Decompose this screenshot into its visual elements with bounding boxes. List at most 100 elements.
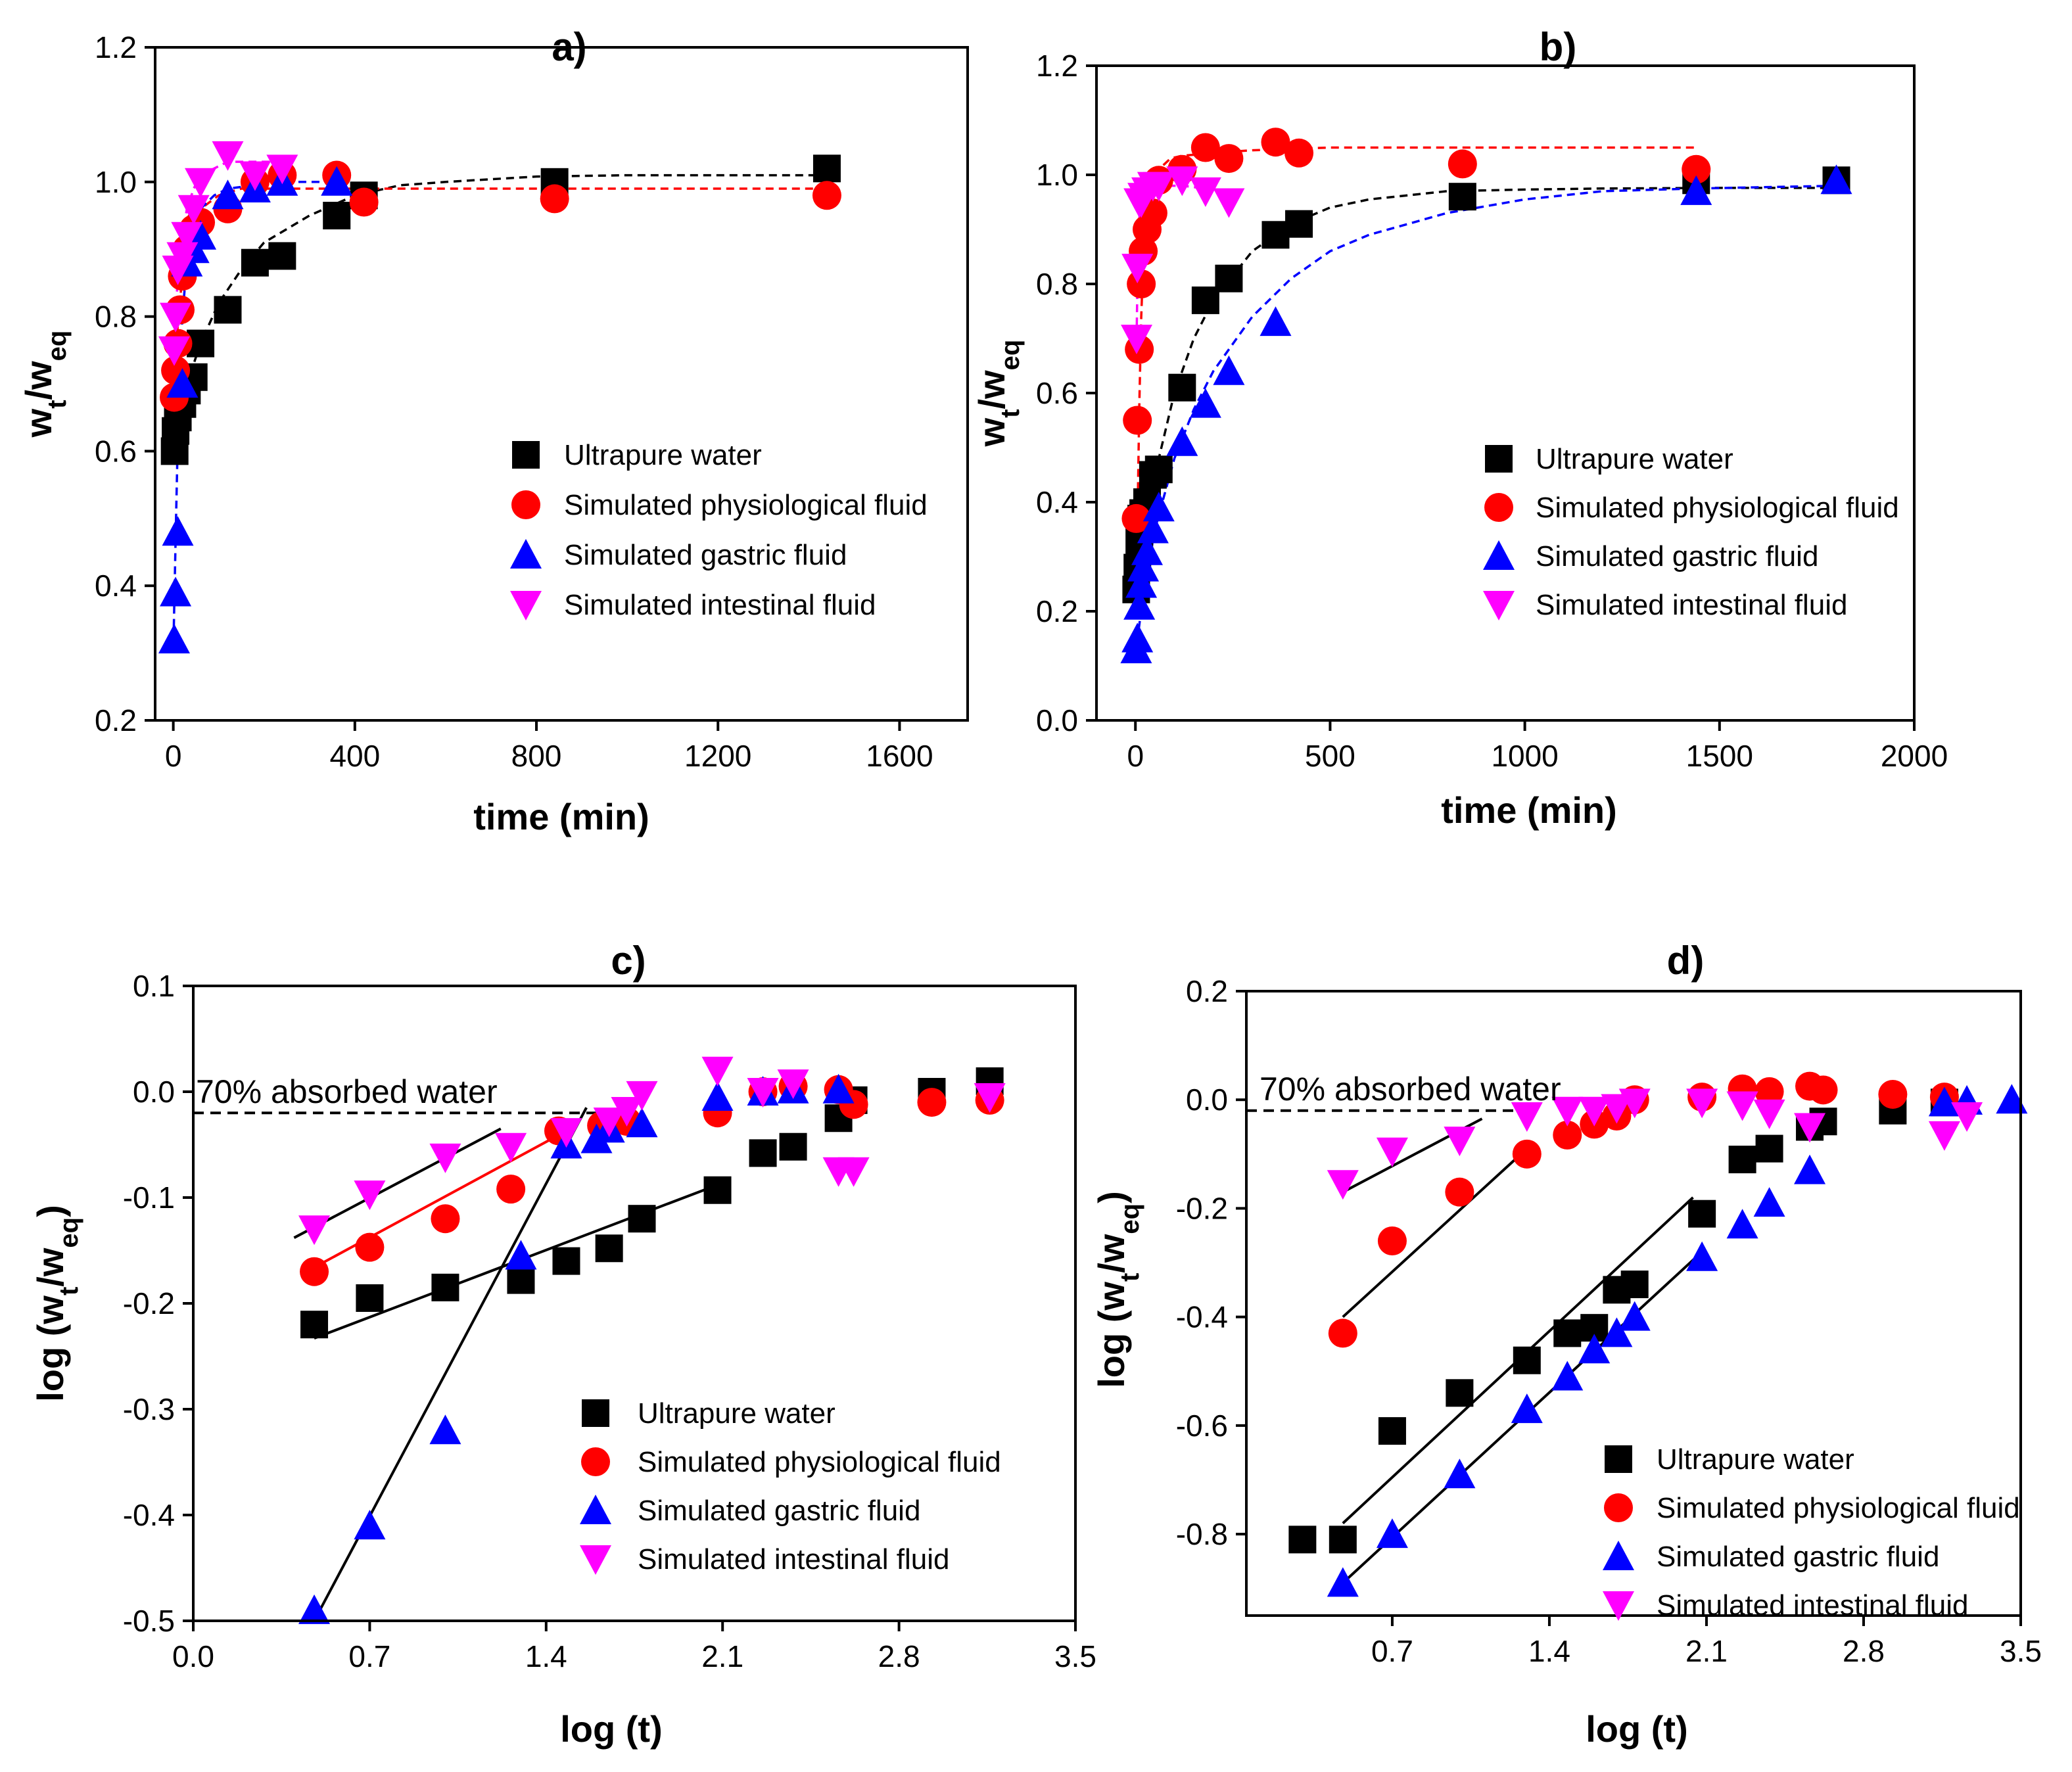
panel-c-point xyxy=(429,1143,461,1173)
panel-d-point xyxy=(1553,1120,1582,1150)
panel-a-point xyxy=(160,576,192,607)
panel-a-point xyxy=(323,202,351,229)
panel-a-legend: Ultrapure water Simulated physiological f… xyxy=(510,439,928,621)
panel-a-x-ticks: 0 400 800 1200 1600 xyxy=(165,720,933,773)
legend-marker xyxy=(580,1495,611,1524)
panel-b-point xyxy=(1261,221,1290,249)
y-tick-label: 1.2 xyxy=(1036,49,1078,83)
panel-a-point xyxy=(349,187,379,217)
x-tick-label: 1000 xyxy=(1491,739,1558,773)
panel-d-point xyxy=(1753,1099,1785,1129)
panel-d-point xyxy=(1377,1226,1407,1255)
panel-d-point xyxy=(1878,1079,1908,1109)
legend-marker xyxy=(511,490,540,519)
panel-a-point xyxy=(171,222,203,252)
legend-marker xyxy=(1604,1493,1633,1522)
panel-b-point xyxy=(1125,568,1158,598)
panel-d-point xyxy=(1511,1393,1543,1424)
panel-d-point xyxy=(1376,1137,1408,1167)
panel-c-point xyxy=(595,1234,623,1263)
legend-label: Ultrapure water xyxy=(1657,1443,1854,1476)
panel-a-y-label: wt/weq xyxy=(18,331,72,438)
legend-marker xyxy=(580,1545,611,1575)
legend-label: Simulated gastric fluid xyxy=(564,539,847,571)
panel-d-point xyxy=(1329,1526,1357,1554)
legend-marker xyxy=(1485,445,1513,473)
legend-label: Ultrapure water xyxy=(1536,443,1733,475)
panel-c-point xyxy=(628,1205,656,1233)
panel-d-point xyxy=(1378,1417,1406,1445)
panel-a-point xyxy=(166,242,199,272)
panel-d-point xyxy=(1726,1209,1758,1239)
panel-b-y-label: wt/weq xyxy=(971,340,1025,448)
panel-a-fit-line xyxy=(172,174,827,452)
panel-a-y-ticks: 0.2 0.4 0.6 0.8 1.0 1.2 xyxy=(95,30,155,737)
legend-label: Simulated intestinal fluid xyxy=(1536,589,1847,621)
legend-label: Simulated intestinal fluid xyxy=(1657,1589,1968,1621)
panel-c-point xyxy=(777,1069,809,1100)
y-tick-label: -0.1 xyxy=(123,1180,175,1215)
panel-c-x-label: log (t) xyxy=(560,1708,662,1750)
x-tick-label: 0 xyxy=(1127,739,1144,773)
x-tick-label: 2.8 xyxy=(1843,1634,1885,1668)
panel-a-point xyxy=(162,516,194,546)
legend-marker xyxy=(1484,493,1513,522)
panel-d-point xyxy=(1444,1127,1476,1157)
panel-b-point xyxy=(1189,177,1221,207)
panel-a-x-label: time (min) xyxy=(473,796,649,837)
panel-a-point xyxy=(214,296,242,324)
x-tick-label: 2.1 xyxy=(701,1639,743,1673)
panel-a-point xyxy=(158,336,191,366)
y-tick-label: 0.8 xyxy=(95,300,137,334)
y-tick-label: 1.2 xyxy=(95,30,137,64)
x-tick-label: 1.4 xyxy=(525,1639,567,1673)
panel-c-point xyxy=(550,1118,582,1148)
panel-c-point xyxy=(300,1311,329,1339)
panel-c-point xyxy=(837,1157,870,1187)
x-tick-label: 0.0 xyxy=(172,1639,214,1673)
x-tick-label: 1600 xyxy=(866,739,933,773)
panel-c-point xyxy=(496,1175,526,1204)
legend-label: Simulated physiological fluid xyxy=(1536,492,1899,524)
y-tick-label: 0.0 xyxy=(133,1075,175,1109)
panel-b-point xyxy=(1820,164,1852,195)
panel-d-point xyxy=(1794,1154,1826,1184)
panel-a-point xyxy=(212,179,244,210)
legend-marker xyxy=(581,1447,610,1476)
panel-d-x-ticks: 0.7 1.4 2.1 2.8 3.5 xyxy=(1371,1616,2042,1668)
panel-c-title: c) xyxy=(611,939,646,983)
panel-a-point xyxy=(177,195,210,225)
panel-c-fit-line xyxy=(313,1107,588,1621)
panel-b-point xyxy=(1284,138,1314,168)
y-tick-label: -0.3 xyxy=(123,1392,175,1426)
panel-c-point xyxy=(749,1139,777,1167)
legend-label: Ultrapure water xyxy=(564,439,762,471)
panel-d-point xyxy=(1928,1086,1960,1117)
y-tick-label: -0.5 xyxy=(123,1604,175,1638)
y-tick-label: 1.0 xyxy=(1036,158,1078,192)
panel-d-point xyxy=(1618,1301,1651,1331)
legend-marker xyxy=(510,539,542,569)
panel-a-fit-line xyxy=(172,160,283,371)
panel-c-point xyxy=(552,1247,580,1275)
y-tick-label: -0.8 xyxy=(1176,1517,1228,1551)
panel-a-point xyxy=(160,302,192,333)
panel-b-point xyxy=(1191,286,1219,314)
panel-c-legend: Ultrapure water Simulated physiological f… xyxy=(580,1397,1001,1575)
legend-label: Simulated gastric fluid xyxy=(1657,1541,1939,1573)
panel-b-point xyxy=(1213,188,1245,218)
x-tick-label: 2.8 xyxy=(878,1639,920,1673)
panel-c-point xyxy=(747,1078,779,1108)
panel-d-point xyxy=(1376,1518,1408,1549)
panel-a-fit-line xyxy=(172,187,827,411)
y-tick-label: 0.2 xyxy=(95,703,137,737)
panel-c-point xyxy=(701,1056,734,1086)
panel-c-marks xyxy=(193,1056,1006,1624)
panel-b-point xyxy=(1448,149,1477,179)
x-tick-label: 3.5 xyxy=(2000,1634,2042,1668)
y-tick-label: 1.0 xyxy=(95,165,137,199)
panel-d-point xyxy=(1327,1170,1359,1200)
panel-d-fit-line xyxy=(1342,1148,1528,1318)
y-tick-label: -0.2 xyxy=(123,1286,175,1320)
panel-c-point xyxy=(611,1096,643,1127)
